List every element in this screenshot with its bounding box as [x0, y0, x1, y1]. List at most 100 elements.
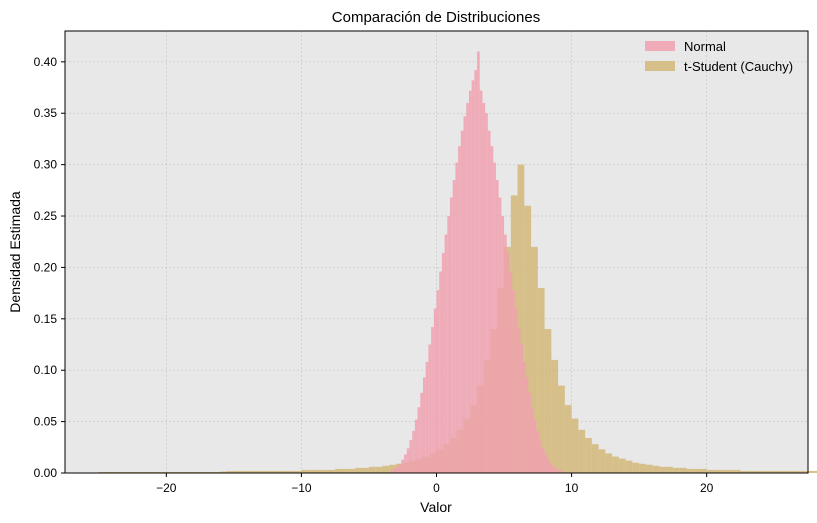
- bar-normal: [504, 234, 507, 473]
- bar-t-student: [774, 470, 781, 473]
- bar-t-student: [382, 465, 390, 473]
- bar-normal: [560, 470, 564, 473]
- bar-normal: [431, 327, 434, 473]
- bar-normal: [436, 290, 440, 473]
- bar-t-student: [720, 469, 727, 473]
- bar-t-student: [146, 471, 153, 473]
- bar-normal: [404, 454, 407, 473]
- bar-t-student: [753, 470, 761, 473]
- bar-t-student: [780, 470, 788, 473]
- bar-normal: [522, 361, 526, 473]
- bar-t-student: [726, 469, 734, 473]
- y-tick-label: 0.10: [34, 363, 58, 377]
- bar-t-student: [585, 438, 592, 473]
- bar-normal: [420, 392, 423, 473]
- bar-normal: [441, 253, 445, 473]
- bar-t-student: [767, 470, 775, 473]
- bar-normal: [512, 290, 515, 473]
- bar-normal: [485, 113, 488, 474]
- bar-normal: [547, 459, 550, 473]
- bar-t-student: [632, 462, 640, 473]
- bar-normal: [428, 344, 432, 473]
- bar-t-student: [740, 470, 748, 473]
- y-tick-label: 0.20: [34, 260, 58, 274]
- bar-t-student: [517, 164, 525, 473]
- bar-t-student: [152, 471, 160, 473]
- bar-t-student: [260, 470, 268, 473]
- bar-t-student: [186, 471, 194, 473]
- bar-t-student: [706, 469, 714, 473]
- bar-normal: [514, 308, 518, 473]
- y-tick-label: 0.30: [34, 158, 58, 172]
- bar-t-student: [301, 469, 309, 473]
- bar-normal: [390, 469, 394, 473]
- bar-t-student: [308, 469, 315, 473]
- bar-t-student: [666, 466, 673, 473]
- y-tick-label: 0.15: [34, 312, 58, 326]
- bar-t-student: [672, 467, 680, 473]
- bar-normal: [495, 180, 499, 473]
- bar-t-student: [314, 469, 322, 473]
- bar-t-student: [227, 470, 234, 473]
- bar-normal: [541, 448, 545, 473]
- bar-normal: [525, 377, 529, 473]
- bar-normal: [444, 234, 448, 473]
- bar-normal: [477, 51, 480, 474]
- bar-normal: [412, 430, 415, 473]
- grid-lines: [65, 31, 808, 474]
- bar-normal: [471, 80, 475, 473]
- bar-t-student: [747, 470, 754, 473]
- bar-t-student: [173, 471, 180, 473]
- bar-t-student: [645, 464, 653, 473]
- bar-normal: [479, 90, 483, 474]
- legend-label-normal: Normal: [684, 39, 726, 54]
- bar-t-student: [132, 471, 140, 473]
- y-tick-label: 0.05: [34, 415, 58, 429]
- bar-t-student: [139, 471, 147, 473]
- legend-label-t-student: t-Student (Cauchy): [684, 59, 793, 74]
- bar-normal: [460, 130, 464, 473]
- bar-t-student: [287, 470, 295, 473]
- bar-t-student: [558, 385, 565, 473]
- bar-t-student: [368, 466, 376, 473]
- axes: −20 −10 0 10 20 0.00 0.05 0.10 0.15 0.20 0.25 0.30 0…: [34, 55, 714, 495]
- x-tick-label: 20: [700, 481, 714, 495]
- bar-normal: [498, 197, 502, 473]
- bar-normal: [536, 430, 540, 473]
- bar-t-student: [274, 470, 282, 473]
- bar-t-student: [639, 463, 646, 473]
- bar-t-student: [294, 470, 302, 473]
- bar-t-student: [801, 470, 808, 473]
- bar-t-student: [808, 470, 815, 473]
- bar-t-student: [159, 471, 167, 473]
- bar-normal: [528, 392, 532, 473]
- bar-normal: [517, 327, 521, 473]
- bar-t-student: [98, 471, 106, 473]
- bar-normal: [458, 146, 461, 473]
- bar-t-student: [348, 468, 356, 473]
- bar-t-student: [213, 471, 221, 473]
- bar-t-student: [733, 469, 741, 473]
- x-tick-label: −20: [156, 481, 177, 495]
- bar-t-student: [814, 470, 817, 473]
- bar-normal: [487, 130, 491, 473]
- bar-normal: [425, 361, 429, 473]
- bar-t-student: [760, 470, 768, 473]
- bar-t-student: [220, 471, 228, 473]
- bar-t-student: [166, 471, 174, 473]
- bar-normal: [520, 344, 523, 473]
- bar-t-student: [112, 471, 120, 473]
- bar-t-student: [564, 405, 572, 473]
- bar-normal: [531, 407, 534, 473]
- bar-t-student: [625, 460, 633, 473]
- bar-normal: [549, 463, 553, 473]
- bar-t-student: [787, 470, 795, 473]
- bar-t-student: [618, 458, 626, 473]
- bar-t-student: [551, 359, 559, 473]
- bar-normal: [409, 440, 413, 473]
- bar-t-student: [247, 470, 255, 473]
- bar-normal: [398, 463, 402, 473]
- bars: [98, 51, 817, 474]
- bar-normal: [482, 102, 486, 473]
- legend-swatch-normal: [645, 41, 675, 51]
